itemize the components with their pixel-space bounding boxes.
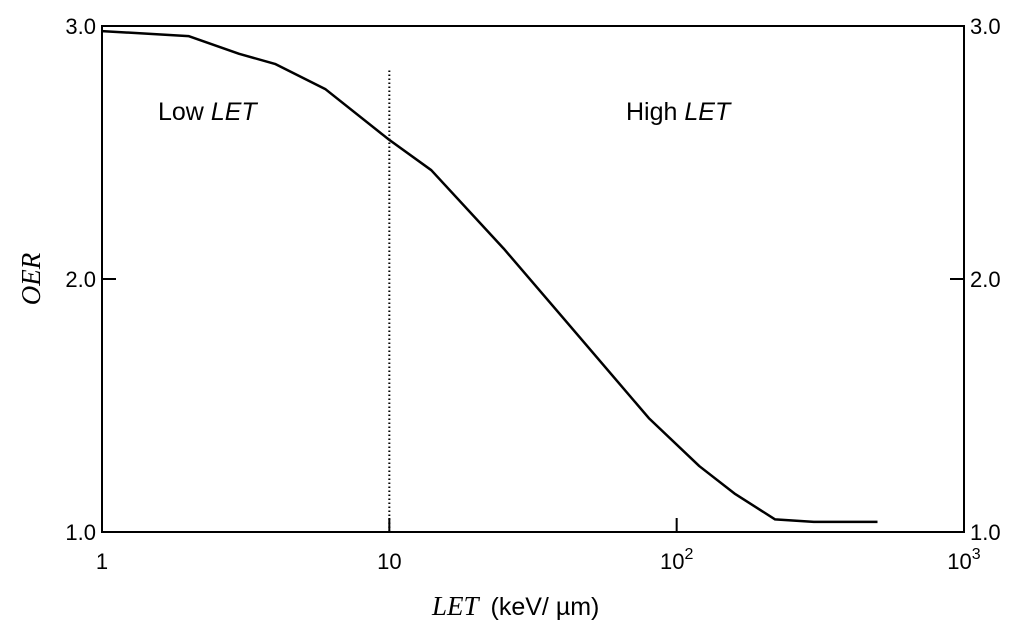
- y-axis-title: OER: [16, 252, 46, 305]
- x-tick-label: 10: [377, 549, 401, 574]
- region-label-low: Low LET: [158, 98, 258, 126]
- x-tick-label: 102: [660, 546, 693, 574]
- axis-ticks: [101, 25, 965, 533]
- y-tick-label-right: 1.0: [970, 520, 1001, 545]
- x-tick-label: 1: [96, 549, 108, 574]
- region-label-high: High LET: [626, 98, 732, 126]
- x-tick-label: 103: [947, 546, 980, 574]
- oer-curve-line: [101, 29, 878, 524]
- y-tick-label-right: 3.0: [970, 14, 1001, 39]
- y-tick-label-left: 1.0: [65, 520, 96, 545]
- x-axis-title: LET (keV/ µm): [431, 591, 599, 621]
- y-tick-label-right: 2.0: [970, 267, 1001, 292]
- y-tick-label-left: 3.0: [65, 14, 96, 39]
- y-tick-label-left: 2.0: [65, 267, 96, 292]
